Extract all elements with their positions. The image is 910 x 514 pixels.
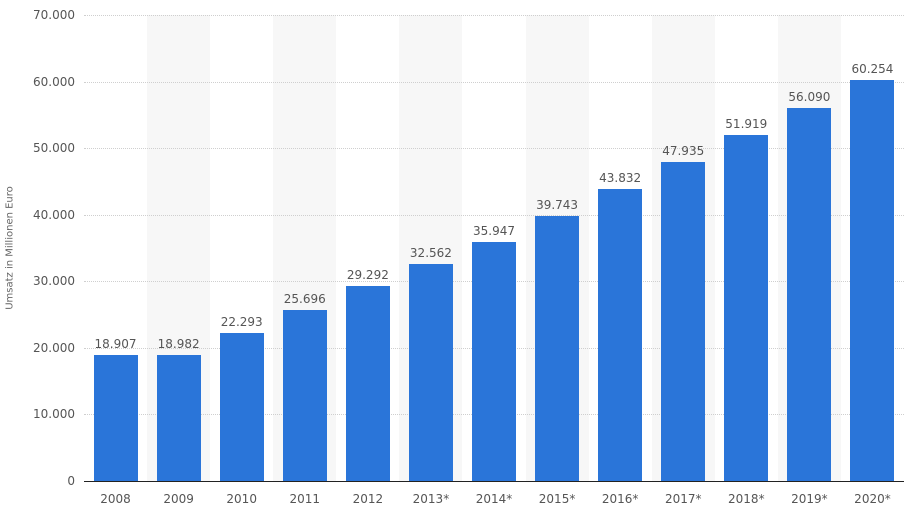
y-tick-label: 60.000 (33, 74, 75, 89)
bar-value-label: 22.293 (220, 314, 263, 329)
bar-value-label: 56.090 (788, 89, 831, 104)
gridline (84, 81, 904, 83)
x-tick-label: 2020* (854, 492, 891, 506)
y-tick-label: 0 (67, 474, 75, 488)
x-axis-line (84, 481, 904, 482)
bar-value-label: 39.743 (536, 198, 579, 213)
x-tick-label: 2013* (412, 492, 450, 506)
gridline (84, 214, 904, 216)
x-tick-label: 2015* (538, 492, 576, 506)
bar[interactable] (282, 309, 327, 481)
gridline (84, 148, 904, 150)
y-tick-label: 70.000 (33, 8, 75, 22)
x-tick-label: 2008 (100, 492, 131, 506)
y-tick-label: 40.000 (33, 207, 75, 222)
bar-value-label: 35.947 (473, 223, 515, 238)
bar[interactable] (598, 189, 643, 481)
bar[interactable] (472, 241, 516, 481)
bar[interactable] (408, 264, 453, 481)
bar-value-label: 25.696 (283, 291, 326, 306)
bar[interactable] (850, 79, 895, 481)
y-tick-label: 10.000 (33, 407, 75, 422)
bar[interactable] (724, 135, 769, 481)
bar-value-label: 18.907 (94, 337, 137, 352)
y-tick-label: 30.000 (33, 274, 75, 289)
bar-value-label: 29.292 (346, 267, 389, 282)
bar[interactable] (345, 285, 390, 481)
bar[interactable] (219, 332, 264, 481)
bar-value-label: 18.982 (157, 336, 200, 351)
bar-value-label: 43.832 (599, 171, 642, 186)
x-tick-label: 2016* (601, 492, 639, 506)
bar[interactable] (156, 354, 201, 481)
y-axis-title: Umsatz in Millionen Euro (4, 186, 16, 310)
bar-value-label: 51.919 (725, 117, 768, 132)
gridline (84, 15, 904, 16)
x-tick-label: 2018* (728, 492, 765, 506)
x-tick-label: 2009 (163, 492, 194, 506)
bar[interactable] (787, 107, 832, 481)
bar[interactable] (93, 355, 138, 481)
x-tick-label: 2010 (226, 492, 257, 506)
bar-value-label: 47.935 (662, 143, 705, 158)
bar[interactable] (661, 161, 706, 481)
bar-value-label: 32.562 (409, 246, 452, 261)
x-tick-label: 2012 (352, 492, 384, 506)
y-tick-label: 50.000 (33, 141, 75, 156)
y-tick-label: 20.000 (33, 340, 75, 355)
x-tick-label: 2017* (664, 492, 702, 506)
x-tick-label: 2011 (289, 492, 321, 506)
bar-value-label: 60.254 (851, 61, 894, 76)
x-tick-label: 2014* (475, 492, 513, 506)
x-tick-label: 2019* (791, 492, 828, 506)
bar[interactable] (535, 216, 580, 481)
